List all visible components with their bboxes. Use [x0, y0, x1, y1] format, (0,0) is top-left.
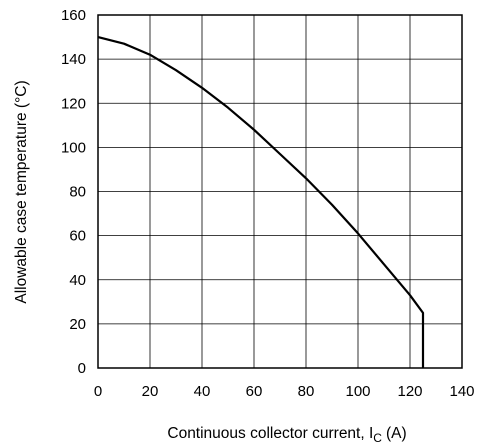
x-axis-label-main: Continuous collector current, I: [167, 425, 373, 442]
x-tick-label: 100: [345, 383, 370, 400]
x-axis-label-unit: (A): [386, 425, 407, 442]
curve-layer: [97, 35, 425, 368]
y-tick-label: 0: [78, 360, 86, 377]
y-tick-label: 60: [69, 228, 86, 245]
y-tick-label: 80: [69, 184, 86, 201]
series-line-0: [97, 35, 425, 368]
x-tick-label: 120: [397, 383, 422, 400]
x-tick-label: 60: [246, 383, 263, 400]
y-tick-label: 140: [61, 51, 86, 68]
x-tick-label: 0: [94, 383, 102, 400]
grid: [97, 14, 463, 369]
y-tick-label: 40: [69, 272, 86, 289]
y-tick-label: 100: [61, 139, 86, 156]
x-axis-label: Continuous collector current, IC (A): [167, 425, 406, 445]
x-axis-label-subscript: C: [373, 431, 382, 445]
y-tick-label: 20: [69, 316, 86, 333]
x-tick-label: 20: [142, 383, 159, 400]
x-tick-labels: 0 20 40 60 80 100 120 140: [94, 383, 475, 400]
x-tick-label: 140: [449, 383, 474, 400]
y-axis-label: Allowable case temperature (°C): [13, 80, 30, 303]
plot-frame: [97, 14, 463, 369]
y-tick-label: 160: [61, 7, 86, 24]
y-tick-label: 120: [61, 95, 86, 112]
y-tick-labels: 0 20 40 60 80 100 120 140 160: [61, 7, 86, 377]
x-tick-label: 40: [194, 383, 211, 400]
x-tick-label: 80: [298, 383, 315, 400]
